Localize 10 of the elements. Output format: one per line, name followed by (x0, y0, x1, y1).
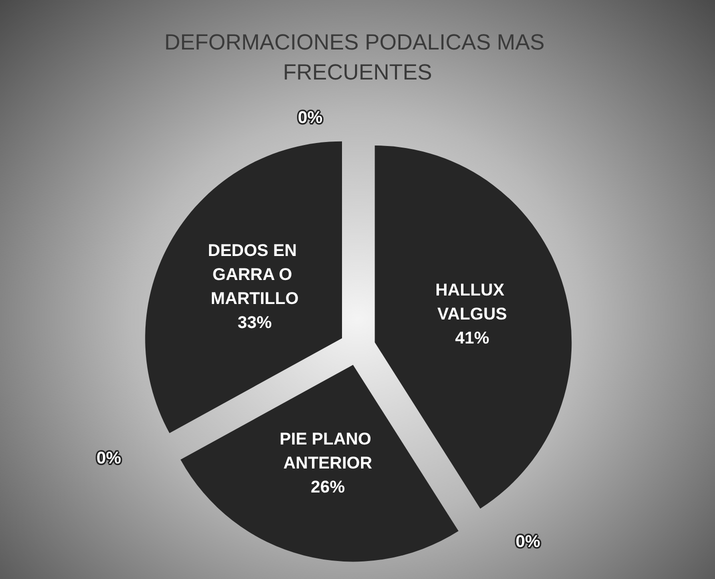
slice-label: PIE PLANO ANTERIOR (280, 430, 376, 473)
slice-label: DEDOS EN GARRA O MARTILLO (208, 241, 302, 308)
data-label: 33% (238, 313, 272, 332)
chart-title: DEFORMACIONES PODALICAS MAS FRECUENTES (164, 30, 551, 84)
text: 0% (516, 532, 540, 551)
slice-label: HALLUX VALGUS (435, 280, 510, 324)
data-label: 41% (455, 328, 490, 348)
text: 0% (298, 108, 322, 128)
data-label: 26% (310, 478, 345, 497)
text: 0% (96, 448, 122, 468)
